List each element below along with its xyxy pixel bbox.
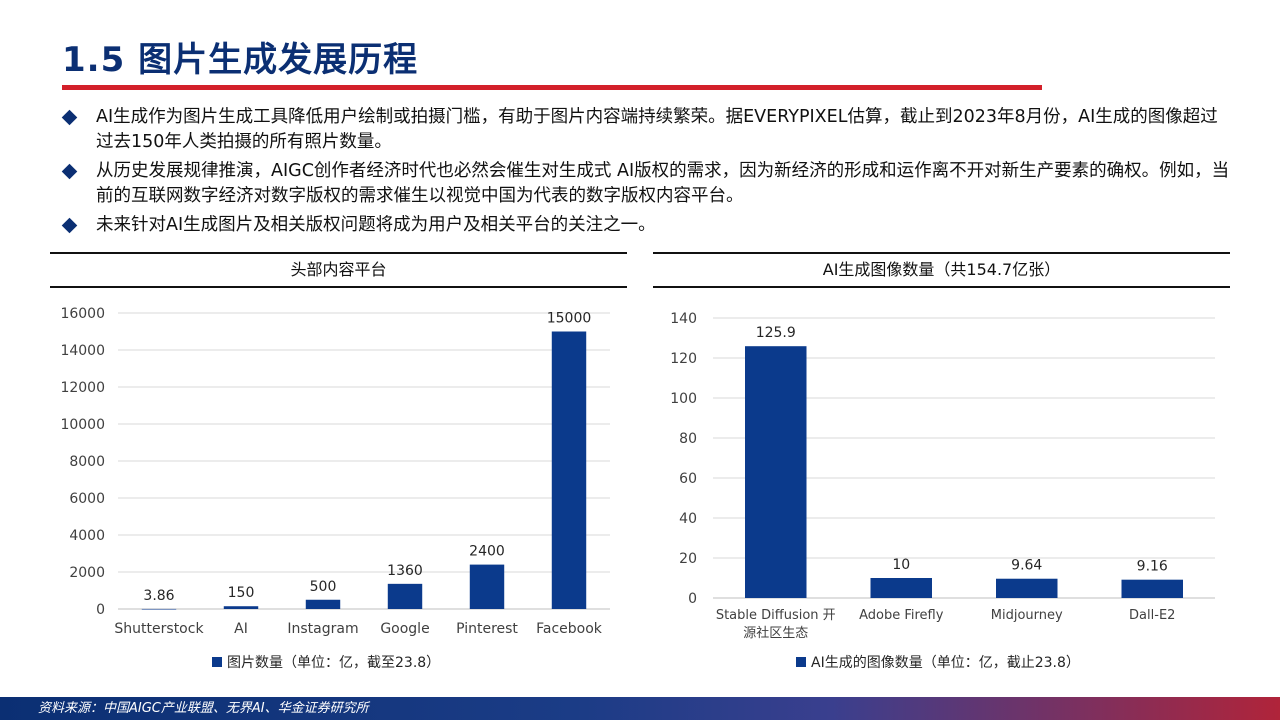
y-tick-label: 60 (679, 471, 697, 487)
y-tick-label: 4000 (69, 528, 105, 544)
bullet-item: AI生成作为图片生成工具降低用户绘制或拍摄门槛，有助于图片内容端持续繁荣。据EV… (60, 105, 1230, 155)
x-tick-label: Dall-E2 (1129, 608, 1175, 623)
y-tick-label: 8000 (69, 454, 105, 470)
page-title: 1.5 图片生成发展历程 (62, 40, 419, 80)
y-tick-label: 14000 (60, 343, 105, 359)
y-tick-label: 12000 (60, 380, 105, 396)
x-tick-label: Adobe Firefly (859, 608, 944, 623)
bar-chart-head-platforms: 0 2000 4000 6000 8000 10000 12000 14000 16000 3.8… (60, 306, 610, 671)
y-tick-label: 0 (688, 591, 697, 607)
bar (223, 606, 259, 609)
data-label: 2400 (469, 544, 505, 560)
y-tick-label: 2000 (69, 565, 105, 581)
bullet-text: 未来针对AI生成图片及相关版权问题将成为用户及相关平台的关注之一。 (96, 215, 656, 235)
bar (996, 578, 1058, 598)
bullet-text: 从历史发展规律推演，AIGC创作者经济时代也必然会催生对生成式 AI版权的需求，… (96, 161, 1230, 206)
chart-title-ai-images: AI生成图像数量（共154.7亿张） (653, 252, 1230, 288)
data-label: 500 (310, 579, 337, 595)
data-label: 1360 (387, 563, 423, 579)
x-tick-label: Pinterest (456, 621, 518, 637)
legend: AI生成的图像数量（单位：亿，截止23.8） (796, 655, 1080, 671)
bullet-item: 从历史发展规律推演，AIGC创作者经济时代也必然会催生对生成式 AI版权的需求，… (60, 159, 1230, 209)
data-label: 125.9 (756, 325, 796, 341)
bar (141, 608, 177, 610)
data-label: 15000 (547, 311, 592, 327)
title-underline (62, 85, 1042, 90)
x-tick-label: Midjourney (991, 608, 1063, 623)
y-tick-label: 20 (679, 551, 697, 567)
bullet-text: AI生成作为图片生成工具降低用户绘制或拍摄门槛，有助于图片内容端持续繁荣。据EV… (96, 107, 1218, 152)
source-note: 资料来源：中国AIGC产业联盟、无界AI、华金证券研究所 (38, 701, 369, 716)
bar (1121, 579, 1183, 598)
x-tick-label: AI (234, 621, 248, 637)
x-tick-label: Instagram (287, 621, 358, 637)
x-tick-label: Facebook (536, 621, 603, 637)
chart-title-head-platforms: 头部内容平台 (50, 252, 627, 288)
x-tick-label: Stable Diffusion 开源社区生态 (716, 608, 836, 641)
bar (305, 599, 341, 609)
data-label: 150 (228, 585, 255, 601)
data-label: 10 (892, 557, 910, 573)
data-label: 9.16 (1137, 559, 1168, 575)
footer-bar: 资料来源：中国AIGC产业联盟、无界AI、华金证券研究所 (0, 697, 1280, 720)
legend-swatch (212, 657, 222, 667)
y-tick-label: 100 (670, 391, 697, 407)
legend: 图片数量（单位：亿，截至23.8） (212, 655, 440, 671)
legend-label: 图片数量（单位：亿，截至23.8） (227, 655, 440, 671)
bullet-item: 未来针对AI生成图片及相关版权问题将成为用户及相关平台的关注之一。 (60, 213, 1230, 238)
bar (870, 578, 932, 598)
y-tick-label: 140 (670, 311, 697, 327)
x-tick-label: Google (380, 621, 429, 637)
y-tick-label: 80 (679, 431, 697, 447)
y-tick-label: 16000 (60, 306, 105, 322)
diamond-bullet-icon (61, 163, 78, 180)
data-label: 9.64 (1011, 558, 1042, 574)
data-label: 3.86 (143, 588, 174, 604)
x-tick-label: Shutterstock (114, 621, 204, 637)
y-tick-label: 40 (679, 511, 697, 527)
bar (387, 583, 423, 609)
y-tick-label: 0 (96, 602, 105, 618)
y-tick-label: 120 (670, 351, 697, 367)
bar (469, 564, 505, 609)
y-tick-label: 10000 (60, 417, 105, 433)
legend-swatch (796, 657, 806, 667)
bar (551, 331, 587, 609)
legend-label: AI生成的图像数量（单位：亿，截止23.8） (811, 655, 1080, 671)
diamond-bullet-icon (61, 109, 78, 126)
diamond-bullet-icon (61, 217, 78, 234)
bullet-list: AI生成作为图片生成工具降低用户绘制或拍摄门槛，有助于图片内容端持续繁荣。据EV… (60, 105, 1230, 242)
y-tick-label: 6000 (69, 491, 105, 507)
bar-chart-ai-images: 0 20 40 60 80 100 120 140 125.9 Stable Diffusion … (670, 311, 1215, 671)
bar (745, 346, 807, 598)
